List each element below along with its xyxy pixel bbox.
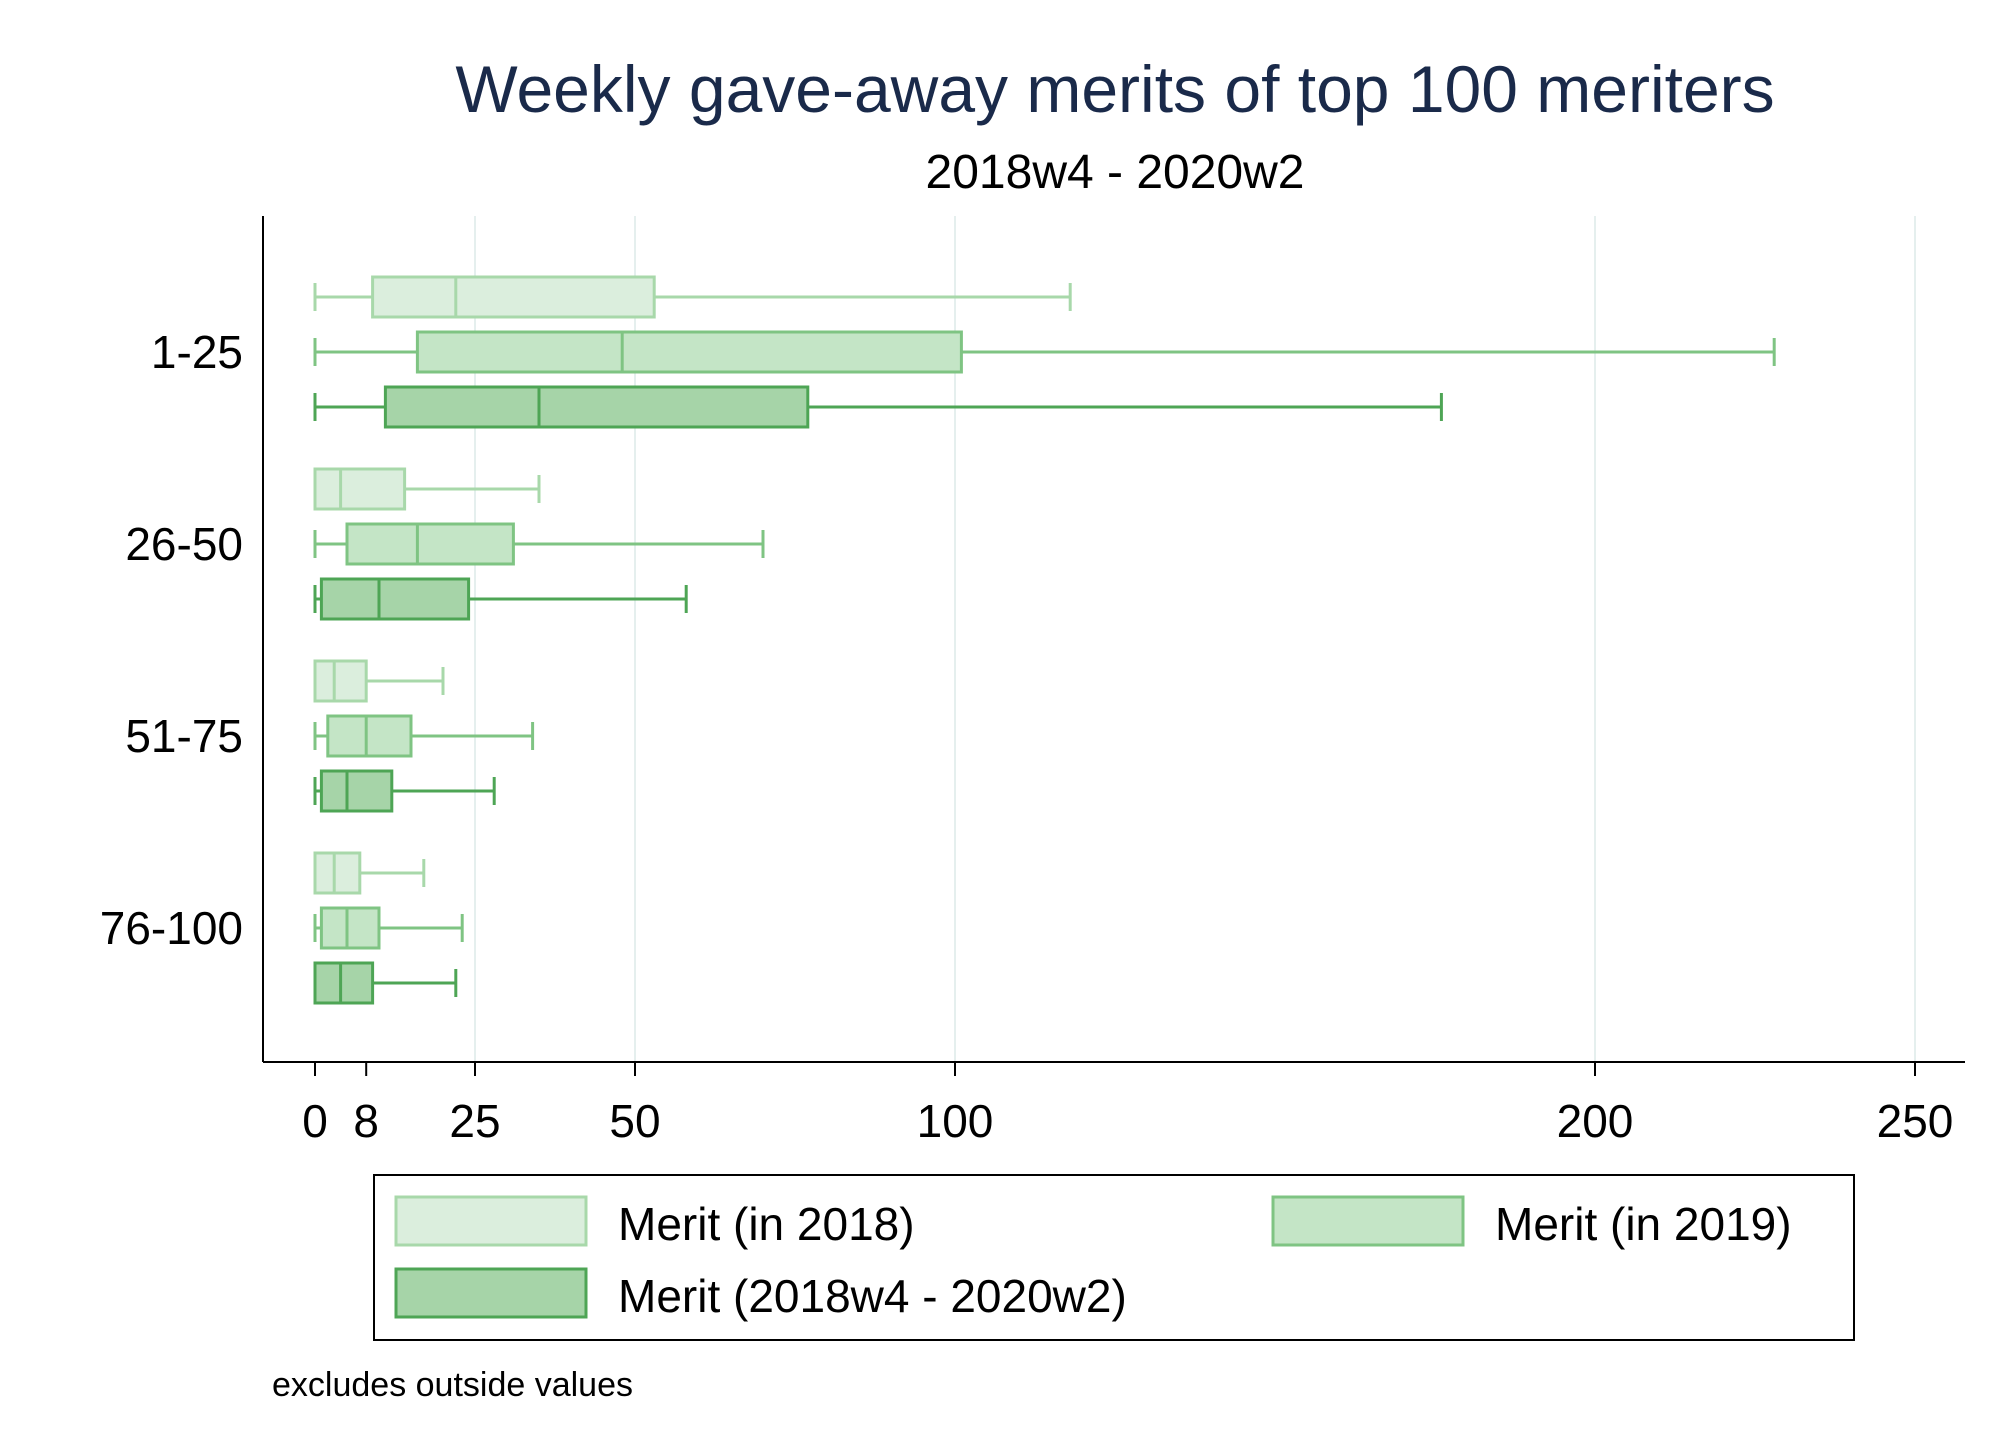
iqr-box xyxy=(313,851,362,895)
box-1-25-series-0 xyxy=(313,275,1072,319)
iqr-box xyxy=(415,330,963,374)
legend-label: Merit (in 2019) xyxy=(1495,1198,1792,1250)
box-51-75-series-1 xyxy=(313,714,535,758)
iqr-box xyxy=(313,659,368,703)
iqr-box xyxy=(345,522,515,566)
iqr-box xyxy=(319,577,471,621)
box-1-25-series-2 xyxy=(313,385,1443,429)
x-axis-ticks: 0 8 25 50 100 200 250 xyxy=(302,1062,1953,1147)
x-tick-label: 50 xyxy=(609,1095,660,1147)
category-label: 1-25 xyxy=(151,326,243,378)
iqr-box xyxy=(383,385,810,429)
iqr-box xyxy=(319,906,381,950)
category-label: 26-50 xyxy=(125,518,243,570)
chart-note: excludes outside values xyxy=(272,1366,633,1404)
iqr-box xyxy=(319,769,394,813)
chart-subtitle: 2018w4 - 2020w2 xyxy=(926,146,1305,199)
legend-label: Merit (in 2018) xyxy=(618,1198,915,1250)
legend-frame xyxy=(373,1174,1855,1341)
x-tick-label: 200 xyxy=(1557,1095,1634,1147)
box-76-100-series-2 xyxy=(313,961,458,1005)
legend-swatch xyxy=(394,1195,588,1247)
legend-swatch xyxy=(1271,1195,1465,1247)
x-tick-label: 250 xyxy=(1877,1095,1954,1147)
legend-swatch xyxy=(394,1267,588,1319)
x-tick-label: 0 xyxy=(302,1095,328,1147)
box-26-50-series-2 xyxy=(313,577,688,621)
x-tick-label: 100 xyxy=(917,1095,994,1147)
iqr-box xyxy=(313,467,407,511)
box-51-75-series-2 xyxy=(313,769,496,813)
box-51-75-series-0 xyxy=(313,659,445,703)
box-series xyxy=(313,275,1776,1005)
box-26-50-series-0 xyxy=(313,467,541,511)
box-1-25-series-1 xyxy=(313,330,1776,374)
x-tick-label: 25 xyxy=(449,1095,500,1147)
legend-label: Merit (2018w4 - 2020w2) xyxy=(618,1270,1127,1322)
category-label: 76-100 xyxy=(100,902,243,954)
box-76-100-series-0 xyxy=(313,851,426,895)
x-tick-label: 8 xyxy=(353,1095,379,1147)
axes xyxy=(262,216,1965,1063)
category-labels: 1-25 26-50 51-75 76-100 xyxy=(100,326,243,954)
box-76-100-series-1 xyxy=(313,906,464,950)
legend: Merit (in 2018) Merit (in 2019) Merit (201… xyxy=(373,1174,1855,1341)
iqr-box xyxy=(326,714,413,758)
chart-title: Weekly gave-away merits of top 100 merit… xyxy=(455,52,1774,126)
iqr-box xyxy=(313,961,375,1005)
box-26-50-series-1 xyxy=(313,522,765,566)
category-label: 51-75 xyxy=(125,710,243,762)
iqr-box xyxy=(371,275,656,319)
